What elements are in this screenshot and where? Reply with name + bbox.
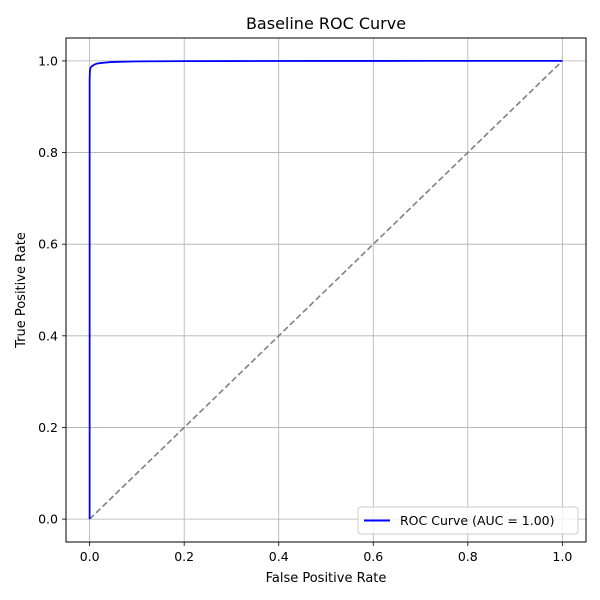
x-axis-label: False Positive Rate bbox=[266, 571, 387, 586]
x-tick-label: 0.4 bbox=[269, 549, 289, 564]
x-tick-label: 0.2 bbox=[174, 549, 194, 564]
legend-label-roc: ROC Curve (AUC = 1.00) bbox=[400, 513, 555, 528]
plot-frame bbox=[65, 37, 587, 543]
x-tick-label: 0.6 bbox=[363, 549, 383, 564]
y-tick-label: 0.2 bbox=[38, 420, 58, 435]
y-tick-label: 0.0 bbox=[38, 512, 58, 527]
x-tick-label: 0.8 bbox=[458, 549, 478, 564]
tick-layer: 0.0 0.2 0.4 0.6 0.8 1.0 0.0 0.2 0.4 0.6 0.8 1.0 bbox=[38, 53, 572, 564]
x-tick-label: 0.0 bbox=[80, 549, 100, 564]
legend: ROC Curve (AUC = 1.00) bbox=[357, 506, 579, 535]
x-tick-label: 1.0 bbox=[552, 549, 572, 564]
y-tick-label: 0.4 bbox=[38, 328, 58, 343]
series-layer bbox=[88, 60, 563, 520]
legend-box bbox=[357, 506, 579, 535]
roc-curve-line bbox=[88, 60, 563, 520]
chart-title: Baseline ROC Curve bbox=[246, 14, 406, 33]
y-tick-label: 0.6 bbox=[38, 237, 58, 252]
y-tick-label: 0.8 bbox=[38, 145, 58, 160]
grid-layer bbox=[66, 38, 586, 542]
y-axis-label: True Positive Rate bbox=[14, 232, 29, 349]
chance-diagonal-line bbox=[89, 60, 563, 520]
y-tick-label: 1.0 bbox=[38, 53, 58, 68]
